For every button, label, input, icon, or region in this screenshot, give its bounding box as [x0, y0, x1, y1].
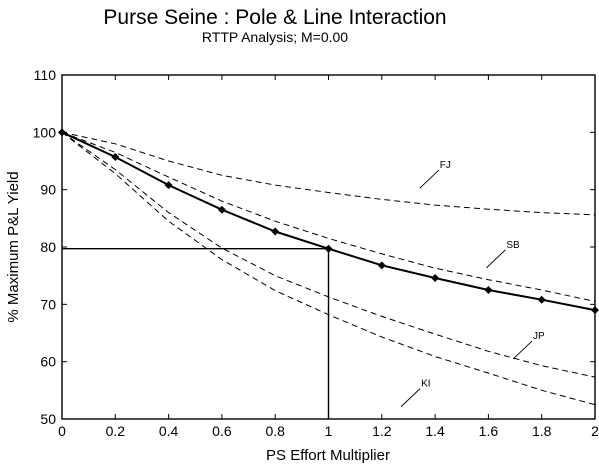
x-tick-label: 0.4	[159, 423, 179, 439]
y-axis-label: % Maximum P&L Yield	[5, 171, 22, 322]
y-tick-label: 100	[33, 124, 57, 140]
data-point-marker	[377, 261, 386, 270]
y-tick-label: 110	[34, 67, 57, 83]
chart-subtitle: RTTP Analysis; M=0.00	[202, 29, 348, 45]
data-point-marker	[484, 286, 493, 294]
curve-label-fj: FJ	[440, 160, 451, 171]
y-tick-label: 80	[40, 239, 56, 255]
data-point-marker	[217, 205, 226, 214]
x-tick-label: 2	[591, 423, 599, 439]
y-tick-label: 90	[40, 182, 56, 198]
curve-labels: FJ SB JP KI	[400, 160, 545, 407]
data-point-marker	[111, 152, 120, 161]
data-point-marker	[164, 181, 173, 190]
reference-lines	[62, 248, 330, 419]
data-point-marker	[537, 295, 546, 304]
chart-title: Purse Seine : Pole & Line Interaction	[103, 6, 446, 29]
x-tick-label: 1.8	[532, 423, 552, 439]
curve-label-jp: JP	[533, 331, 545, 342]
series-fj-line	[61, 131, 596, 216]
x-tick-label: 1.2	[372, 423, 392, 439]
x-tick-label: 1.6	[479, 423, 499, 439]
series-jp-line	[61, 131, 596, 378]
y-tick-label: 50	[40, 411, 56, 427]
x-axis-label: PS Effort Multiplier	[266, 447, 390, 464]
y-tick-label: 70	[40, 296, 56, 312]
curve-label-leader	[400, 388, 421, 407]
data-point-marker	[271, 227, 280, 236]
series-ki-line	[61, 131, 596, 406]
data-point-marker	[431, 273, 440, 282]
x-tick-label: 0.6	[212, 423, 232, 439]
data-point-marker	[591, 306, 599, 315]
data-point-marker	[324, 244, 333, 253]
curve-label-sb: SB	[506, 240, 520, 251]
curve-label-leader	[419, 169, 440, 189]
x-tick-label: 1.4	[425, 423, 445, 439]
x-tick-label: 0.2	[106, 423, 126, 439]
x-axis-ticks: 0 0.2 0.4 0.6 0.8 1 1.2 1.4 1.6 1.8 2	[58, 75, 599, 439]
x-tick-label: 0	[58, 423, 66, 439]
series-group	[58, 128, 599, 406]
curve-label-leader	[512, 340, 533, 360]
y-axis-ticks: 50 60 70 80 90 100 110	[33, 67, 595, 427]
curve-label-ki: KI	[421, 379, 430, 390]
series-sb-line	[61, 131, 596, 302]
x-tick-label: 0.8	[265, 423, 285, 439]
x-tick-label: 1	[325, 423, 333, 439]
y-tick-label: 60	[40, 354, 56, 370]
curve-label-leader	[486, 249, 506, 269]
